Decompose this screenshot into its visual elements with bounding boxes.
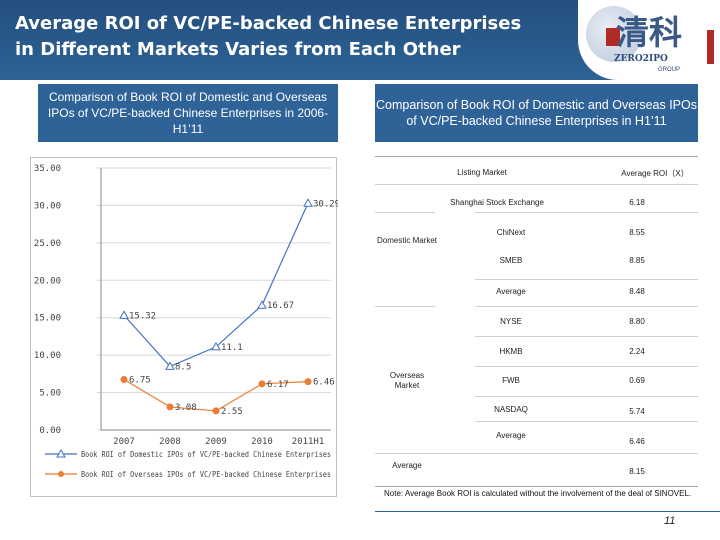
table-cell-roi: 5.74 bbox=[629, 407, 645, 416]
slide-title-line-2: in Different Markets Varies from Each Ot… bbox=[15, 39, 461, 60]
domestic-market-label: Domestic Market bbox=[377, 236, 438, 245]
table-cell-market: Shanghai Stock Exchange bbox=[450, 198, 544, 207]
table-cell-roi: 8.48 bbox=[629, 287, 645, 296]
table-divider bbox=[375, 306, 435, 307]
data-point-circle bbox=[166, 403, 174, 411]
table-cell-roi: 0.69 bbox=[629, 376, 645, 385]
data-label: 6.75 bbox=[129, 375, 151, 385]
table-divider bbox=[475, 366, 698, 367]
data-point-triangle bbox=[165, 361, 175, 370]
logo-seal-icon bbox=[606, 28, 620, 46]
data-point-circle bbox=[304, 378, 312, 386]
data-label: 11.1 bbox=[221, 343, 243, 353]
legend-marker-circle bbox=[58, 471, 64, 477]
x-tick-label: 2011H1 bbox=[292, 437, 325, 447]
data-point-triangle bbox=[303, 198, 313, 207]
slide-title-line-1: Average ROI of VC/PE-backed Chinese Ente… bbox=[15, 13, 522, 34]
chart-subtitle: Comparison of Book ROI of Domestic and O… bbox=[47, 90, 329, 136]
data-point-triangle bbox=[257, 300, 267, 309]
x-tick-label: 2007 bbox=[113, 437, 135, 447]
x-tick-label: 2009 bbox=[205, 437, 227, 447]
logo-group-label: GROUP bbox=[658, 67, 681, 73]
table-cell-market: Average bbox=[496, 431, 526, 440]
y-tick-label: 35.00 bbox=[34, 164, 61, 174]
data-label: 3.08 bbox=[175, 403, 197, 413]
table-header-market: Listing Market bbox=[457, 168, 507, 177]
y-tick-label: 0.00 bbox=[39, 426, 61, 436]
footnote: Note: Average Book ROI is calculated wit… bbox=[384, 489, 692, 498]
table-cell-market: FWB bbox=[502, 376, 520, 385]
table-subtitle-box: Comparison of Book ROI of Domestic and O… bbox=[375, 84, 698, 142]
chart-subtitle-box: Comparison of Book ROI of Domestic and O… bbox=[38, 84, 338, 142]
legend-entry: Book ROI of Domestic IPOs of VC/PE-backe… bbox=[81, 450, 331, 459]
table-divider bbox=[375, 453, 698, 454]
data-point-triangle bbox=[211, 341, 221, 351]
y-tick-label: 15.00 bbox=[34, 314, 61, 324]
page-number: 11 bbox=[664, 515, 676, 527]
table-divider bbox=[475, 212, 698, 213]
roi-line-chart: 0.00 5.00 10.00 15.00 20.00 25.00 30.00 35.00 20… bbox=[30, 157, 338, 497]
x-tick-label: 2010 bbox=[251, 437, 273, 447]
legend-entry: Book ROI of Overseas IPOs of VC/PE-backe… bbox=[81, 470, 331, 479]
data-point-circle bbox=[120, 375, 128, 383]
table-divider bbox=[475, 279, 698, 280]
table-cell-market: NASDAQ bbox=[494, 405, 528, 414]
table-cell-market: SMEB bbox=[499, 256, 523, 265]
zero2ipo-logo: 清科 ZERO2IPO GROUP bbox=[578, 0, 720, 80]
table-cell-market: HKMB bbox=[499, 347, 523, 356]
data-label: 16.67 bbox=[267, 301, 294, 311]
table-divider bbox=[475, 306, 698, 307]
y-tick-label: 30.00 bbox=[34, 201, 61, 211]
data-label: 2.55 bbox=[221, 407, 243, 417]
x-tick-label: 2008 bbox=[159, 437, 181, 447]
y-tick-label: 25.00 bbox=[34, 239, 61, 249]
table-divider bbox=[475, 396, 698, 397]
data-label: 8.5 bbox=[175, 362, 191, 372]
legend-marker-triangle bbox=[56, 448, 66, 458]
roi-table: Listing Market Average ROI（X） Domestic M… bbox=[375, 156, 698, 487]
data-point-circle bbox=[212, 407, 220, 415]
data-point-circle bbox=[258, 380, 266, 388]
logo-chinese-characters: 清科 bbox=[616, 13, 682, 52]
table-divider bbox=[375, 212, 435, 213]
chart-svg: 0.00 5.00 10.00 15.00 20.00 25.00 30.00 35.00 20… bbox=[34, 164, 338, 479]
data-label: 15.32 bbox=[129, 311, 156, 321]
data-label: 30.29 bbox=[313, 199, 338, 209]
table-divider bbox=[475, 336, 698, 337]
data-label: 6.17 bbox=[267, 380, 289, 390]
logo-brand-name: ZERO2IPO bbox=[614, 54, 668, 64]
table-header-rule bbox=[375, 184, 698, 185]
table-cell-market: Average bbox=[496, 287, 526, 296]
table-cell-roi: 6.46 bbox=[629, 437, 645, 446]
data-point-triangle bbox=[119, 310, 129, 319]
table-cell-roi: 8.55 bbox=[629, 228, 645, 237]
table-header-roi: Average ROI（X） bbox=[621, 169, 689, 178]
table-cell-roi: 2.24 bbox=[629, 347, 645, 356]
table-divider bbox=[475, 421, 698, 422]
table-top-rule bbox=[375, 156, 698, 157]
table-subtitle: Comparison of Book ROI of Domestic and O… bbox=[376, 98, 697, 128]
table-cell-roi: 8.15 bbox=[629, 467, 645, 476]
overseas-market-label: Overseas Market bbox=[389, 371, 425, 390]
data-label: 6.46 bbox=[313, 378, 335, 388]
table-cell-roi: 8.85 bbox=[629, 256, 645, 265]
table-bottom-rule bbox=[375, 486, 698, 487]
footer-rule bbox=[375, 511, 720, 512]
y-tick-label: 10.00 bbox=[34, 351, 61, 361]
y-tick-label: 5.00 bbox=[39, 389, 61, 399]
logo-seal-right-icon bbox=[707, 30, 714, 64]
overall-average-label: Average bbox=[392, 461, 422, 470]
table-cell-market: NYSE bbox=[500, 317, 522, 326]
table-cell-roi: 8.80 bbox=[629, 317, 645, 326]
table-cell-market: ChiNext bbox=[496, 228, 526, 237]
table-cell-roi: 6.18 bbox=[629, 198, 645, 207]
y-tick-label: 20.00 bbox=[34, 276, 61, 286]
